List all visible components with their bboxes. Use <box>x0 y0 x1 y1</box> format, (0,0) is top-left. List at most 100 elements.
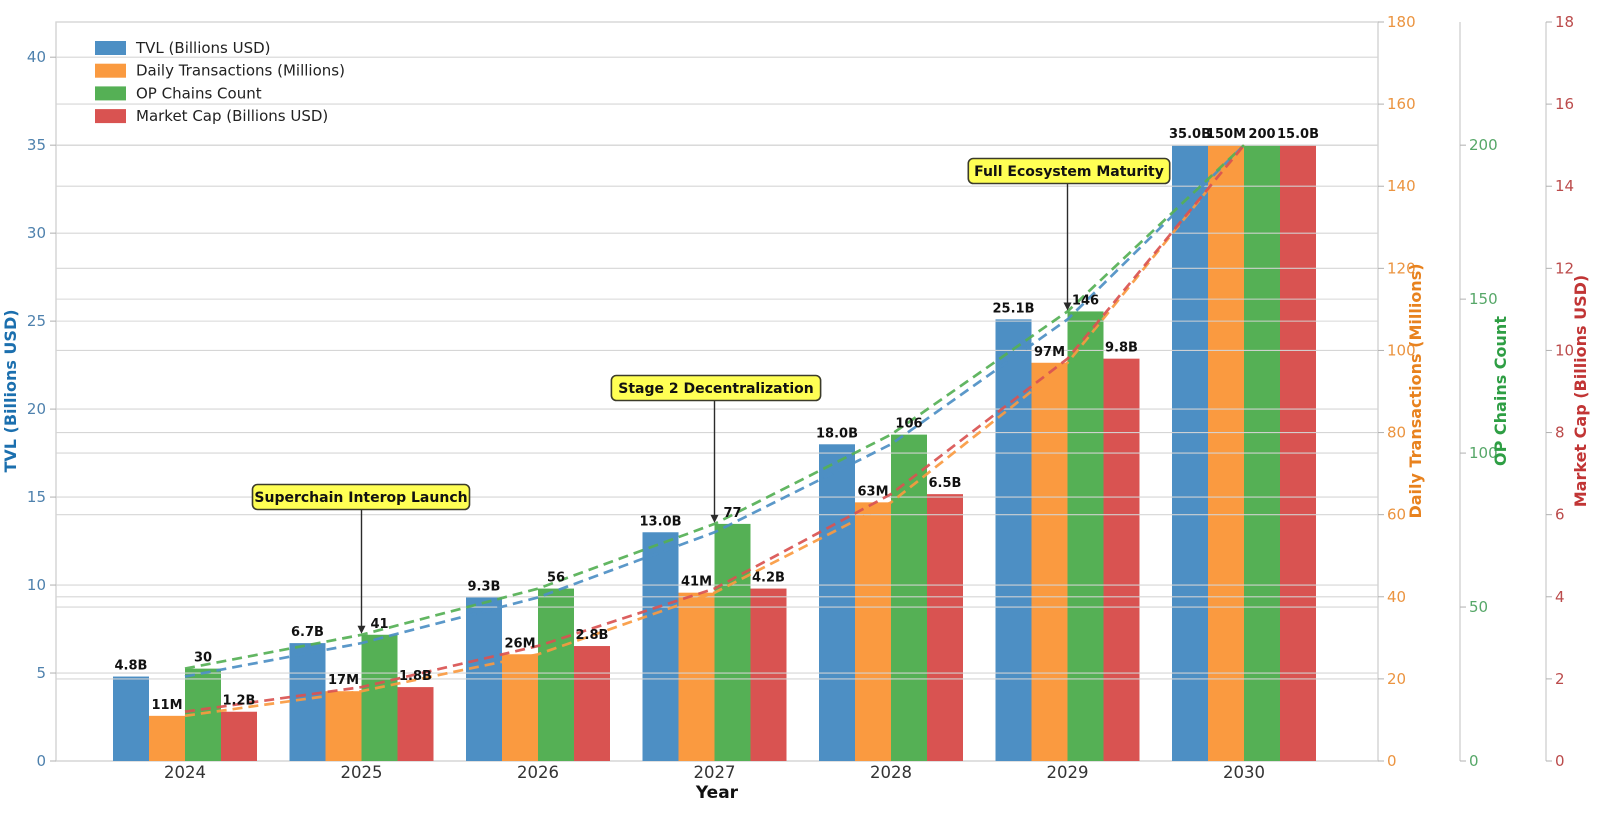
bar-value-label: 146 <box>1072 293 1099 308</box>
y-axis-tick-label-market_cap: 18 <box>1555 13 1574 31</box>
bar-value-label: 9.3B <box>468 579 501 594</box>
bar-value-label: 4.2B <box>752 571 785 586</box>
bar-value-label: 56 <box>547 571 565 586</box>
legend-label: TVL (Billions USD) <box>135 39 271 57</box>
annotation-label: Superchain Interop Launch <box>254 490 467 506</box>
bar-tvl-2024 <box>113 676 149 761</box>
bar-chains-2029 <box>1067 311 1104 761</box>
annotation-arrowhead <box>1063 302 1072 311</box>
bar-value-label: 150M <box>1206 127 1246 142</box>
y-axis-tick-label-chains: 100 <box>1469 444 1498 462</box>
y-axis-tick-label-transactions: 0 <box>1387 752 1397 770</box>
y-axis-tick-label-transactions: 120 <box>1387 259 1416 277</box>
annotation-label: Full Ecosystem Maturity <box>974 164 1164 180</box>
y-axis-tick-label-chains: 150 <box>1469 290 1498 308</box>
annotation-label: Stage 2 Decentralization <box>618 381 813 397</box>
y-axis-tick-label-market_cap: 8 <box>1555 424 1565 442</box>
annotation-arrowhead <box>710 514 719 523</box>
y-axis-tick-label-market_cap: 4 <box>1555 588 1565 606</box>
x-axis-tick-label: 2025 <box>341 763 383 782</box>
bar-value-label: 63M <box>857 484 888 499</box>
y-axis-tick-label: 15 <box>27 488 46 506</box>
bar-chains-2027 <box>714 523 751 761</box>
y-axis-tick-label: 40 <box>27 48 46 66</box>
bar-value-label: 6.5B <box>929 476 962 491</box>
y-axis-tick-label-transactions: 60 <box>1387 506 1406 524</box>
annotation-box <box>251 483 471 511</box>
y-axis-tick-label: 35 <box>27 136 46 154</box>
y-axis-tick-label-transactions: 160 <box>1387 95 1416 113</box>
y-axis-tick-label: 20 <box>27 400 46 418</box>
bar-value-label: 200 <box>1248 127 1275 142</box>
legend-label: Market Cap (Billions USD) <box>136 107 328 125</box>
y-axis-tick-label: 25 <box>27 312 46 330</box>
y-axis-tick-label-transactions: 140 <box>1387 177 1416 195</box>
trend-line-transactions <box>184 144 1246 718</box>
bar-market_cap-2028 <box>927 494 963 761</box>
y-axis-title-transactions: Daily Transactions (Millions) <box>1406 263 1425 518</box>
y-axis-tick-label: 10 <box>27 576 46 594</box>
legend-swatch <box>95 41 126 55</box>
y-axis-tick-label-chains: 200 <box>1469 136 1498 154</box>
x-axis-tick-label: 2029 <box>1047 763 1089 782</box>
bar-value-label: 18.0B <box>816 426 858 441</box>
bar-transactions-2026 <box>502 654 538 761</box>
bar-market_cap-2026 <box>574 646 610 761</box>
y-axis-tick-label-market_cap: 2 <box>1555 670 1565 688</box>
y-axis-tick-label-chains: 0 <box>1469 752 1479 770</box>
bar-value-label: 4.8B <box>115 659 148 674</box>
bar-value-label: 77 <box>723 506 741 521</box>
legend-swatch <box>95 63 126 78</box>
bar-chains-2025 <box>361 634 398 761</box>
bar-value-label: 11M <box>151 698 182 713</box>
x-axis-tick-label: 2027 <box>694 763 736 782</box>
annotation-box <box>610 374 822 402</box>
legend-label: Daily Transactions (Millions) <box>136 62 345 80</box>
x-axis-tick-label: 2026 <box>517 763 559 782</box>
y-axis-tick-label-transactions: 80 <box>1387 424 1406 442</box>
annotation-arrowhead <box>357 625 366 634</box>
y-axis-tick-label-market_cap: 16 <box>1555 95 1574 113</box>
bar-market_cap-2025 <box>397 687 434 761</box>
bar-value-label: 41 <box>370 617 388 632</box>
y-axis-tick-label-transactions: 100 <box>1387 341 1416 359</box>
x-axis-tick-label: 2030 <box>1223 763 1265 782</box>
bar-tvl-2025 <box>289 643 326 761</box>
bar-value-label: 6.7B <box>291 625 324 640</box>
bar-value-label: 17M <box>328 673 359 688</box>
bar-transactions-2025 <box>325 691 362 761</box>
bar-value-label: 13.0B <box>640 514 682 529</box>
x-axis-title: Year <box>695 783 739 803</box>
bar-value-label: 106 <box>895 417 922 432</box>
trend-line-chains <box>184 144 1245 670</box>
bar-transactions-2027 <box>678 592 715 761</box>
bar-value-label: 1.8B <box>399 669 432 684</box>
y-axis-tick-label-market_cap: 12 <box>1555 259 1574 277</box>
y-axis-tick-label-transactions: 180 <box>1387 13 1416 31</box>
bar-chains-2028 <box>891 434 927 761</box>
y-axis-tick-label-transactions: 40 <box>1387 588 1406 606</box>
trend-line-market_cap <box>184 144 1246 714</box>
bar-value-label: 25.1B <box>993 301 1035 316</box>
y-axis-tick-label-market_cap: 0 <box>1555 752 1565 770</box>
bar-value-label: 30 <box>194 651 212 666</box>
bar-tvl-2029 <box>995 319 1032 761</box>
y-axis-title-market_cap: Market Cap (Billions USD) <box>1571 275 1590 507</box>
y-axis-tick-label-market_cap: 14 <box>1555 177 1574 195</box>
bar-value-label: 41M <box>681 575 712 590</box>
trend-line-tvl <box>184 144 1245 678</box>
bar-value-label: 9.8B <box>1105 341 1138 356</box>
y-axis-tick-label-transactions: 20 <box>1387 670 1406 688</box>
legend-label: OP Chains Count <box>136 84 262 102</box>
bar-market_cap-2027 <box>750 588 787 761</box>
bar-tvl-2027 <box>642 532 679 761</box>
annotation-box <box>967 157 1171 185</box>
x-axis-tick-label: 2028 <box>870 763 912 782</box>
y-axis-title-chains: OP Chains Count <box>1491 316 1510 466</box>
bar-chains-2026 <box>538 588 574 761</box>
y-axis-tick-label-market_cap: 10 <box>1555 341 1574 359</box>
legend-swatch <box>95 86 126 101</box>
bar-transactions-2028 <box>855 502 891 761</box>
bar-value-label: 35.0B <box>1169 127 1211 142</box>
